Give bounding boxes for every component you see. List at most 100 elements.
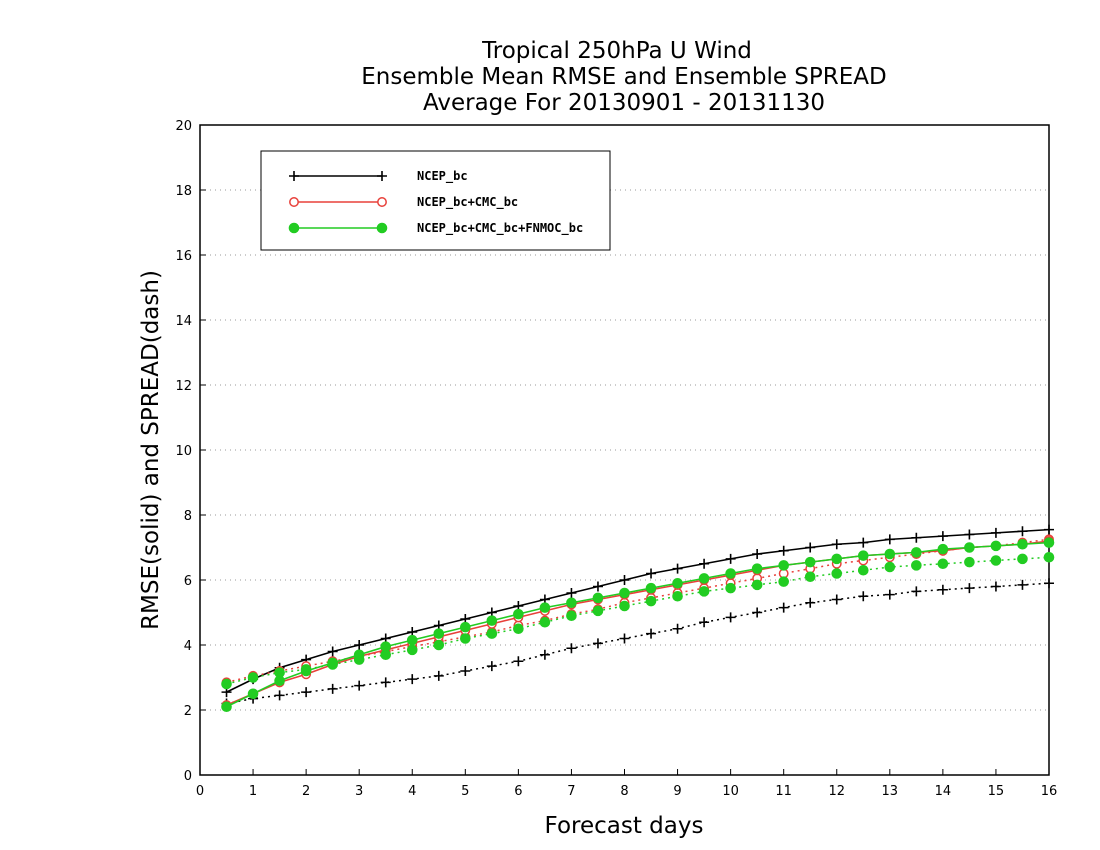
plus-marker	[327, 683, 338, 694]
filled-circle-marker	[698, 586, 710, 597]
filled-circle-marker	[274, 675, 285, 687]
plus-marker	[831, 539, 842, 550]
filled-circle-marker	[937, 558, 949, 570]
plus-marker	[699, 617, 710, 628]
spread-line	[226, 538, 1050, 684]
filled-circle-marker	[778, 576, 789, 587]
x-tick-label: 4	[408, 784, 416, 799]
plus-marker	[460, 666, 471, 676]
plus-marker	[752, 607, 763, 618]
filled-circle-marker	[884, 548, 896, 560]
legend-item-ncep-bc: NCEP_bc	[289, 169, 468, 184]
plus-marker	[831, 594, 842, 605]
plus-marker	[778, 602, 789, 613]
filled-circle-marker	[406, 634, 418, 646]
legend-box	[260, 150, 611, 251]
plus-marker	[937, 584, 948, 595]
filled-circle-marker	[433, 628, 445, 639]
plus-marker	[289, 171, 299, 181]
filled-circle-marker	[327, 657, 338, 669]
plus-marker	[1044, 524, 1054, 535]
filled-circle-marker	[566, 597, 577, 609]
plus-marker	[752, 549, 763, 559]
rmse-line	[226, 541, 1050, 708]
filled-circle-marker	[1017, 538, 1028, 550]
plus-marker	[1017, 579, 1028, 590]
filled-circle-marker	[539, 602, 551, 613]
plus-marker	[672, 623, 683, 634]
filled-circle-marker	[221, 701, 232, 713]
filled-circle-marker	[831, 568, 843, 579]
x-tick-label: 3	[355, 784, 363, 799]
filled-circle-marker	[1043, 551, 1055, 563]
x-tick-label: 7	[567, 784, 575, 799]
plus-marker	[619, 633, 630, 644]
filled-circle-marker	[911, 560, 922, 571]
y-tick-label: 4	[184, 639, 192, 654]
x-tick-label: 9	[673, 784, 681, 799]
plus-marker	[911, 532, 922, 543]
plus-marker	[778, 545, 789, 556]
plus-marker	[513, 656, 524, 667]
filled-circle-marker	[247, 688, 259, 700]
legend-item-ncep-bc-cmc-bc: NCEP_bc+CMC_bc	[289, 195, 518, 210]
open-circle-marker	[377, 197, 387, 207]
filled-circle-marker	[380, 641, 392, 652]
filled-circle-marker	[221, 678, 232, 690]
y-tick-label: 2	[184, 704, 192, 719]
rmse-line	[226, 528, 1050, 693]
filled-circle-marker	[857, 564, 869, 576]
filled-circle-marker	[804, 571, 816, 583]
filled-circle-marker	[513, 608, 524, 620]
series-ncep-bc-cmc-bc-fnmoc-bc	[221, 537, 1055, 713]
y-tick-label: 18	[175, 184, 192, 199]
plus-marker	[592, 581, 603, 592]
filled-circle-marker	[672, 590, 683, 602]
filled-circle-marker	[353, 649, 365, 661]
y-tick-label: 0	[184, 769, 192, 784]
plus-marker	[1017, 526, 1028, 537]
x-tick-label: 5	[461, 784, 469, 799]
plus-marker	[672, 563, 683, 574]
plus-marker	[407, 674, 418, 685]
plus-marker	[884, 589, 895, 600]
plus-marker	[911, 586, 922, 597]
filled-circle-marker	[619, 600, 630, 612]
filled-circle-marker	[831, 553, 843, 565]
filled-circle-marker	[539, 616, 551, 628]
filled-circle-marker	[619, 587, 630, 599]
y-tick-label: 14	[175, 314, 192, 329]
filled-circle-marker	[751, 563, 763, 574]
legend-label: NCEP_bc	[417, 169, 468, 184]
filled-circle-marker	[911, 547, 922, 558]
filled-circle-marker	[857, 550, 869, 561]
plus-marker	[805, 542, 816, 553]
series-ncep-bc	[221, 524, 1054, 709]
filled-circle-marker	[592, 592, 604, 604]
plus-marker	[301, 687, 312, 698]
plus-marker	[725, 612, 736, 623]
filled-circle-marker	[672, 577, 683, 589]
plus-marker	[858, 537, 869, 548]
plus-marker	[725, 553, 736, 564]
filled-circle-marker	[433, 639, 445, 651]
legend-item-ncep-bc-cmc-bc-fnmoc-bc: NCEP_bc+CMC_bc+FNMOC_bc	[288, 221, 583, 236]
y-tick-label: 8	[184, 509, 192, 524]
filled-circle-marker	[964, 556, 975, 568]
filled-circle-marker	[406, 644, 418, 656]
plus-marker	[433, 670, 444, 681]
filled-circle-marker	[1017, 553, 1028, 565]
chart-title-line-3: Average For 20130901 - 20131130	[423, 90, 825, 116]
plus-marker	[964, 583, 975, 594]
x-tick-label: 12	[828, 784, 845, 799]
filled-circle-marker	[884, 561, 896, 573]
filled-circle-marker	[288, 222, 300, 234]
plus-marker	[592, 638, 603, 649]
plus-marker	[990, 527, 1001, 538]
plus-marker	[380, 677, 391, 688]
filled-circle-marker	[990, 555, 1002, 566]
y-tick-label: 16	[175, 249, 192, 264]
filled-circle-marker	[566, 610, 577, 622]
plus-marker	[937, 531, 948, 542]
